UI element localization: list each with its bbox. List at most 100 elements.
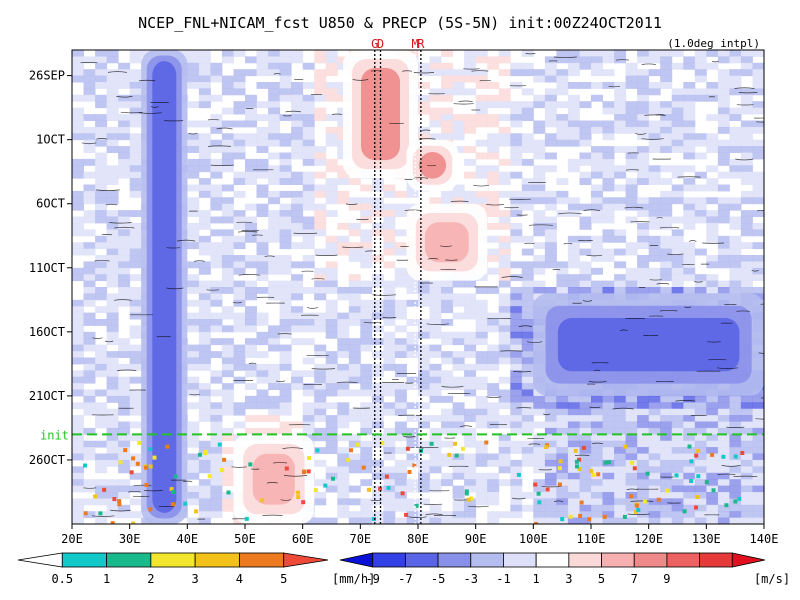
u850-cell (83, 376, 96, 384)
u850-cell (487, 171, 500, 179)
u850-cell (510, 210, 523, 217)
u850-cell (533, 146, 546, 153)
u850-cell (475, 139, 488, 147)
u850-cell (279, 306, 292, 314)
u850-cell (717, 152, 730, 160)
u850-cell (487, 146, 500, 153)
u850-cell (325, 447, 338, 454)
u850-cell (106, 485, 119, 493)
u850-cell (521, 395, 534, 403)
u850-cell (256, 62, 269, 70)
u850-cell (348, 287, 361, 294)
u850-cell (118, 376, 131, 384)
u850-cell (475, 459, 488, 467)
contour-line (83, 487, 97, 489)
u850-cell (752, 466, 764, 474)
contour-line (105, 203, 118, 206)
u850-cell (302, 242, 315, 250)
u850-cell (72, 351, 84, 358)
precip-cell (301, 500, 306, 505)
u850-cell (256, 184, 269, 192)
u850-cell (106, 242, 119, 250)
u850-cell (683, 139, 696, 147)
u850-cell (533, 101, 546, 109)
precip-cell (602, 514, 607, 519)
u850-cell (729, 492, 742, 499)
u850-cell (72, 331, 84, 339)
u850-cell (314, 82, 327, 89)
precip-cell (296, 495, 301, 500)
u850-cell (187, 517, 200, 524)
u850-cell (325, 184, 338, 192)
u850-cell (291, 82, 304, 89)
u850-cell (498, 306, 511, 314)
u850-cell (740, 395, 753, 403)
u850-cell (648, 120, 661, 128)
precip-colorbar-label: 3 (192, 572, 199, 586)
u850-cell (233, 133, 246, 141)
u850-cell (683, 434, 696, 442)
u850-cell (510, 363, 523, 371)
u850-cell (83, 82, 96, 89)
u850-cell (129, 434, 142, 442)
precip-cell (169, 487, 174, 492)
u850-cell (72, 338, 84, 346)
u850-cell (544, 498, 557, 506)
contour-line (293, 232, 318, 234)
u850-cell (602, 107, 615, 115)
u850-cell (325, 50, 338, 57)
u850-cell (660, 222, 673, 230)
u850-cell (268, 415, 281, 422)
y-tick-label: 1OCT (36, 133, 65, 147)
u850-cell (441, 299, 454, 307)
u850-cell (302, 235, 315, 243)
u850-cell (210, 261, 223, 269)
u850-cell (279, 293, 292, 301)
contour-line (285, 110, 302, 113)
precip-cell (484, 440, 489, 445)
u850-cell (256, 395, 269, 403)
u850-cell (498, 158, 511, 166)
u850-cell (383, 293, 396, 301)
u850-cell (452, 517, 465, 524)
u850-cell (740, 287, 753, 294)
u850-cell (268, 190, 281, 198)
u850-cell (487, 472, 500, 480)
u850-cell (706, 408, 719, 416)
u850-cell (694, 75, 707, 83)
u850-cell (648, 248, 661, 256)
precip-cell (131, 456, 136, 461)
u850-cell (452, 466, 465, 474)
u850-cell (556, 421, 569, 429)
u850-cell (648, 459, 661, 467)
u850-cell (671, 107, 684, 115)
u850-cell (475, 479, 488, 487)
u850-cell (487, 287, 500, 294)
u850-cell (452, 363, 465, 371)
contour-line (427, 258, 439, 260)
u850-cell (671, 101, 684, 109)
u850-cell (279, 69, 292, 77)
u850-cell (625, 114, 638, 121)
u850-cell (360, 312, 373, 320)
precip-colorbar-unit: [mm/h] (332, 572, 375, 586)
u850-cell (187, 50, 200, 57)
u850-cell (187, 165, 200, 173)
u850-cell (625, 287, 638, 294)
u850-cell (648, 255, 661, 262)
contour-line (238, 274, 261, 276)
u850-cell (371, 210, 384, 217)
u850-cell (441, 190, 454, 198)
u850-cell (325, 94, 338, 102)
u850-cell (383, 479, 396, 487)
u850-cell (129, 88, 142, 96)
u850-cell (637, 504, 650, 512)
u850-cell (660, 415, 673, 422)
u850-cell (210, 120, 223, 128)
u850-cell (740, 274, 753, 282)
contour-line (336, 381, 358, 384)
u850-cell (245, 312, 257, 320)
u850-cell (210, 479, 223, 487)
u850-cell (706, 114, 719, 121)
u850-cell (452, 415, 465, 422)
